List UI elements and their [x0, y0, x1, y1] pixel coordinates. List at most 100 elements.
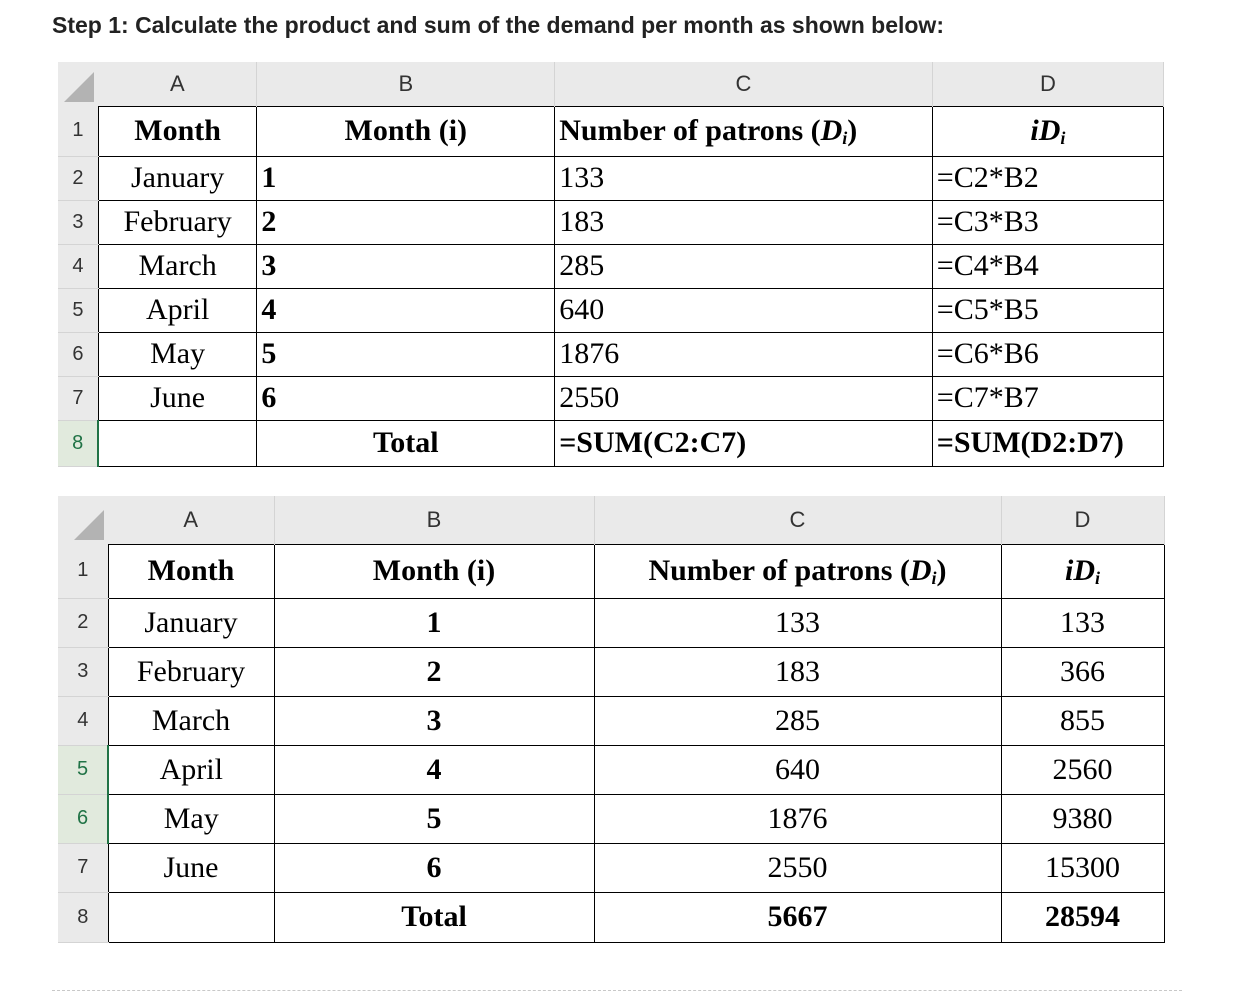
cell-month-i[interactable]: 6: [273, 842, 595, 893]
cell-total-patrons[interactable]: 5667: [593, 891, 1002, 943]
cell-total-id[interactable]: 28594: [1000, 891, 1165, 943]
row-header[interactable]: 8: [58, 892, 108, 943]
row-header[interactable]: 6: [58, 332, 99, 377]
step-heading: Step 1: Calculate the product and sum of…: [52, 12, 944, 38]
cell-month-i[interactable]: 5: [273, 793, 595, 844]
cell-id-formula[interactable]: =C5*B5: [931, 287, 1165, 333]
row-header[interactable]: 2: [58, 156, 99, 201]
row-header[interactable]: 1: [58, 544, 108, 599]
row-header[interactable]: 1: [58, 106, 99, 157]
row-header[interactable]: 7: [58, 843, 108, 893]
cell-patrons[interactable]: 133: [593, 597, 1002, 648]
cell-patrons[interactable]: 285: [593, 695, 1002, 746]
cell-month-i[interactable]: 5: [256, 331, 556, 377]
cell-patrons[interactable]: 2550: [593, 842, 1002, 893]
column-header-a[interactable]: A: [108, 496, 275, 544]
cell-month-i[interactable]: 2: [256, 199, 556, 245]
row-header[interactable]: 5: [58, 288, 99, 333]
column-header-d[interactable]: D: [932, 62, 1165, 106]
cell-patrons[interactable]: 285: [554, 243, 933, 289]
cell-month-i[interactable]: 2: [273, 646, 595, 697]
header-month-i[interactable]: Month (i): [256, 105, 556, 157]
cell-total-label[interactable]: Total: [273, 891, 595, 943]
cell-id-value[interactable]: 855: [1000, 695, 1165, 746]
header-patrons-text: Number of patrons (: [648, 553, 910, 587]
cell-month[interactable]: January: [107, 597, 275, 648]
cell-month-i[interactable]: 3: [273, 695, 595, 746]
cell-patrons[interactable]: 1876: [593, 793, 1002, 844]
row-header[interactable]: 7: [58, 376, 99, 421]
select-all-triangle-icon: [64, 72, 95, 102]
column-header-c[interactable]: C: [594, 496, 1002, 544]
header-patrons-close: ): [847, 113, 858, 147]
header-patrons-text: Number of patrons (: [559, 113, 821, 147]
header-month[interactable]: Month: [107, 543, 275, 599]
row-header-selected[interactable]: 6: [58, 794, 109, 844]
cell-month[interactable]: March: [107, 695, 275, 746]
spreadsheet-formulas: A B C D 1 Month Month (i) Number of patr…: [58, 62, 1165, 467]
cell-month[interactable]: April: [107, 744, 275, 795]
cell-total-patrons[interactable]: =SUM(C2:C7): [554, 419, 933, 467]
row-header[interactable]: 2: [58, 598, 108, 648]
cell-total-id[interactable]: =SUM(D2:D7): [931, 419, 1165, 467]
cell-patrons[interactable]: 640: [593, 744, 1002, 795]
cell-id-value[interactable]: 133: [1000, 597, 1165, 648]
header-id[interactable]: iDi: [931, 105, 1165, 157]
row-header-selected[interactable]: 8: [58, 420, 100, 467]
cell-id-formula[interactable]: =C7*B7: [931, 375, 1165, 421]
cell-empty[interactable]: [97, 419, 258, 467]
cell-month[interactable]: April: [97, 287, 258, 333]
cell-month-i[interactable]: 3: [256, 243, 556, 289]
cell-id-formula[interactable]: =C4*B4: [931, 243, 1165, 289]
header-patrons-close: ): [936, 553, 947, 587]
cell-id-value[interactable]: 2560: [1000, 744, 1165, 795]
column-header-b[interactable]: B: [274, 496, 595, 544]
row-header[interactable]: 4: [58, 696, 108, 746]
cell-patrons[interactable]: 183: [554, 199, 933, 245]
header-id[interactable]: iDi: [1000, 543, 1165, 599]
cell-patrons[interactable]: 1876: [554, 331, 933, 377]
cell-id-formula[interactable]: =C2*B2: [931, 155, 1165, 201]
cell-month[interactable]: February: [107, 646, 275, 697]
header-month[interactable]: Month: [97, 105, 258, 157]
row-header[interactable]: 3: [58, 647, 108, 697]
cell-month[interactable]: May: [97, 331, 258, 377]
cell-id-value[interactable]: 366: [1000, 646, 1165, 697]
cell-id-formula[interactable]: =C6*B6: [931, 331, 1165, 377]
cell-id-formula[interactable]: =C3*B3: [931, 199, 1165, 245]
cell-month[interactable]: June: [97, 375, 258, 421]
column-header-b[interactable]: B: [256, 62, 556, 106]
header-month-i[interactable]: Month (i): [273, 543, 595, 599]
row-header[interactable]: 3: [58, 200, 99, 245]
row-header[interactable]: 4: [58, 244, 99, 289]
column-header-d[interactable]: D: [1001, 496, 1165, 544]
header-patrons[interactable]: Number of patrons (Di): [593, 543, 1002, 599]
cell-id-value[interactable]: 9380: [1000, 793, 1165, 844]
cell-month[interactable]: May: [107, 793, 275, 844]
cell-month-i[interactable]: 4: [273, 744, 595, 795]
cell-month-i[interactable]: 6: [256, 375, 556, 421]
select-all-corner[interactable]: [58, 62, 99, 106]
cell-month[interactable]: February: [97, 199, 258, 245]
select-all-corner[interactable]: [58, 496, 108, 544]
row-header-selected[interactable]: 5: [58, 745, 109, 795]
header-id-d: D: [1073, 553, 1095, 587]
cell-month-i[interactable]: 4: [256, 287, 556, 333]
cell-patrons[interactable]: 2550: [554, 375, 933, 421]
cell-month-i[interactable]: 1: [256, 155, 556, 201]
cell-empty[interactable]: [107, 891, 275, 943]
cell-month[interactable]: June: [107, 842, 275, 893]
cell-month[interactable]: January: [97, 155, 258, 201]
cell-total-label[interactable]: Total: [256, 419, 556, 467]
cell-id-value[interactable]: 15300: [1000, 842, 1165, 893]
column-header-c[interactable]: C: [554, 62, 933, 106]
cell-patrons[interactable]: 133: [554, 155, 933, 201]
cell-patrons[interactable]: 183: [593, 646, 1002, 697]
header-patrons-sub: i: [842, 127, 848, 148]
cell-month[interactable]: March: [97, 243, 258, 289]
column-header-a[interactable]: A: [98, 62, 258, 106]
header-patrons-d: D: [820, 113, 843, 147]
header-patrons[interactable]: Number of patrons (Di): [554, 105, 933, 157]
cell-patrons[interactable]: 640: [554, 287, 933, 333]
cell-month-i[interactable]: 1: [273, 597, 595, 648]
